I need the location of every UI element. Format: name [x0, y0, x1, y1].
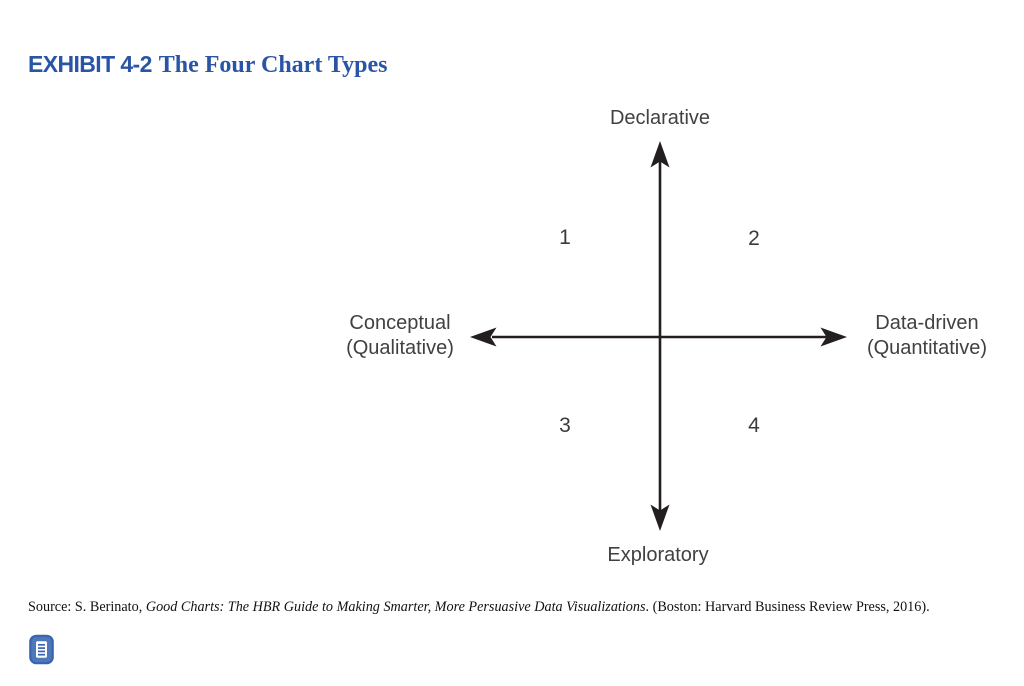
quadrant-number-3: 3 — [559, 414, 571, 437]
document-icon[interactable] — [29, 634, 54, 665]
axis-label-conceptual-line1: Conceptual — [349, 312, 451, 334]
axis-label-data-driven-line1: Data-driven — [875, 312, 979, 334]
down-arrowhead-icon — [650, 504, 670, 531]
quadrant-number-4: 4 — [748, 414, 760, 437]
exhibit-label: EXHIBIT 4-2 — [28, 51, 152, 77]
source-prefix: Source: S. Berinato, — [28, 599, 146, 616]
axis-label-conceptual-qualitative: Conceptual (Qualitative) — [300, 311, 500, 361]
exhibit-heading: EXHIBIT 4-2 The Four Chart Types — [28, 50, 387, 82]
quadrant-number-2: 2 — [748, 227, 760, 250]
source-suffix: . (Boston: Harvard Business Review Press… — [645, 599, 930, 616]
quadrant-number-1: 1 — [559, 226, 571, 249]
exhibit-name: The Four Chart Types — [158, 52, 388, 78]
axis-label-data-driven-quantitative: Data-driven (Quantitative) — [827, 311, 1024, 361]
axis-label-exploratory: Exploratory — [607, 544, 709, 566]
source-book-title: Good Charts: The HBR Guide to Making Sma… — [145, 599, 646, 616]
axis-label-data-driven-line2: (Quantitative) — [866, 337, 988, 359]
axis-label-conceptual-line2: (Qualitative) — [346, 337, 454, 359]
source-citation: Source: S. Berinato, Good Charts: The HB… — [28, 598, 1018, 616]
up-arrowhead-icon — [650, 141, 670, 168]
axis-label-declarative: Declarative — [609, 107, 711, 129]
